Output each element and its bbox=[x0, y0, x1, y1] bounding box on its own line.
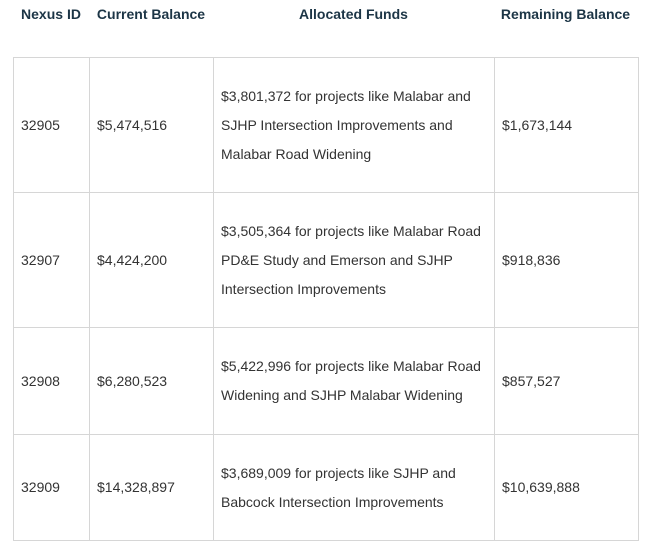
table-cell: $3,505,364 for projects like Malabar Roa… bbox=[213, 192, 495, 328]
table-cell: $10,639,888 bbox=[494, 434, 639, 541]
table-body: 32905 $5,474,516 $3,801,372 for projects l… bbox=[13, 57, 639, 541]
table-row: 32907 $4,424,200 $3,505,364 for projects l… bbox=[13, 192, 639, 328]
header-cell: Current Balance bbox=[96, 6, 206, 22]
table-cell: $5,422,996 for projects like Malabar Roa… bbox=[213, 327, 495, 435]
table-cell: $1,673,144 bbox=[494, 57, 639, 193]
table-cell: $5,474,516 bbox=[89, 57, 214, 193]
table-cell: $6,280,523 bbox=[89, 327, 214, 435]
table-cell: $857,527 bbox=[494, 327, 639, 435]
table: 32905 $5,474,516 $3,801,372 for projects l… bbox=[13, 57, 639, 541]
table-row: 32909 $14,328,897 $3,689,009 for projects … bbox=[13, 434, 639, 541]
header-cell: Nexus ID bbox=[21, 6, 81, 22]
table-cell: 32907 bbox=[13, 192, 90, 328]
table-row: 32908 $6,280,523 $5,422,996 for projects l… bbox=[13, 327, 639, 435]
header-cell: Allocated Funds bbox=[299, 6, 408, 22]
table-header: Nexus ID Current Balance Allocated Funds… bbox=[13, 4, 637, 24]
table-cell: $3,689,009 for projects like SJHP and Ba… bbox=[213, 434, 495, 541]
header-cell: Remaining Balance bbox=[500, 6, 631, 22]
table-cell: 32909 bbox=[13, 434, 90, 541]
table-cell: 32908 bbox=[13, 327, 90, 435]
table-cell: 32905 bbox=[13, 57, 90, 193]
table-cell: $14,328,897 bbox=[89, 434, 214, 541]
table-cell: $4,424,200 bbox=[89, 192, 214, 328]
table-row: 32905 $5,474,516 $3,801,372 for projects l… bbox=[13, 57, 639, 193]
table-cell: $3,801,372 for projects like Malabar and… bbox=[213, 57, 495, 193]
table-cell: $918,836 bbox=[494, 192, 639, 328]
